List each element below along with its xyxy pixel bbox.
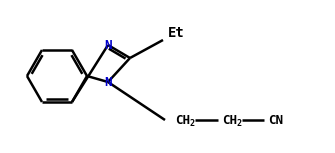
Text: CN: CN	[268, 114, 283, 127]
Text: CH: CH	[175, 114, 190, 127]
Text: Et: Et	[168, 26, 185, 40]
Text: N: N	[104, 75, 112, 88]
Text: 2: 2	[236, 119, 241, 127]
Text: CH: CH	[222, 114, 237, 127]
Text: N: N	[104, 39, 112, 52]
Text: 2: 2	[189, 119, 194, 127]
